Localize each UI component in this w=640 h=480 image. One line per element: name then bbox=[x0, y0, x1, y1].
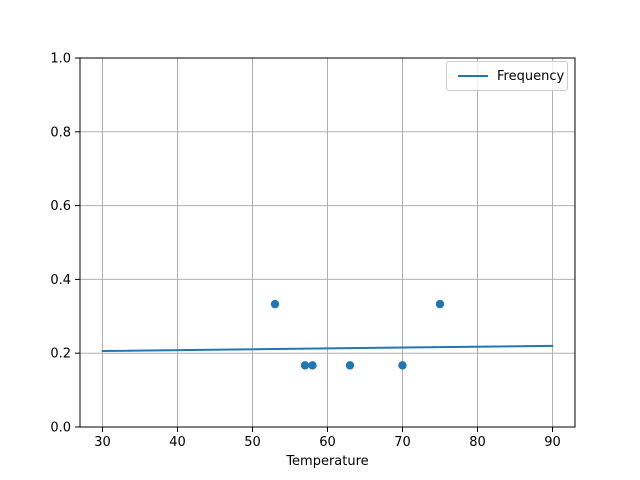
scatter-point bbox=[345, 361, 355, 370]
x-tick-label: 50 bbox=[244, 435, 261, 450]
scatter-point bbox=[308, 361, 317, 370]
y-tick-label: 0.0 bbox=[50, 421, 71, 436]
y-tick-label: 0.2 bbox=[50, 347, 71, 362]
y-tick-label: 0.4 bbox=[50, 273, 71, 288]
x-tick-label: 30 bbox=[94, 435, 111, 450]
scatter-point bbox=[435, 299, 445, 309]
scatter-point bbox=[270, 299, 280, 309]
y-tick-label: 0.6 bbox=[50, 199, 71, 214]
legend: Frequency bbox=[446, 61, 568, 91]
x-tick-label: 90 bbox=[544, 435, 561, 450]
x-tick-label: 80 bbox=[469, 435, 486, 450]
scatter-point bbox=[398, 361, 407, 370]
x-tick-label: 60 bbox=[319, 435, 336, 450]
legend-label: Frequency bbox=[497, 68, 565, 84]
scatter-point bbox=[300, 361, 310, 370]
y-tick-label: 0.8 bbox=[50, 125, 71, 140]
legend-line-sample-icon bbox=[458, 75, 488, 77]
x-axis-label: Temperature bbox=[286, 454, 369, 469]
x-tick-label: 70 bbox=[394, 435, 411, 450]
x-tick-label: 40 bbox=[169, 435, 186, 450]
y-tick-label: 1.0 bbox=[50, 52, 71, 67]
line-series bbox=[101, 344, 554, 352]
